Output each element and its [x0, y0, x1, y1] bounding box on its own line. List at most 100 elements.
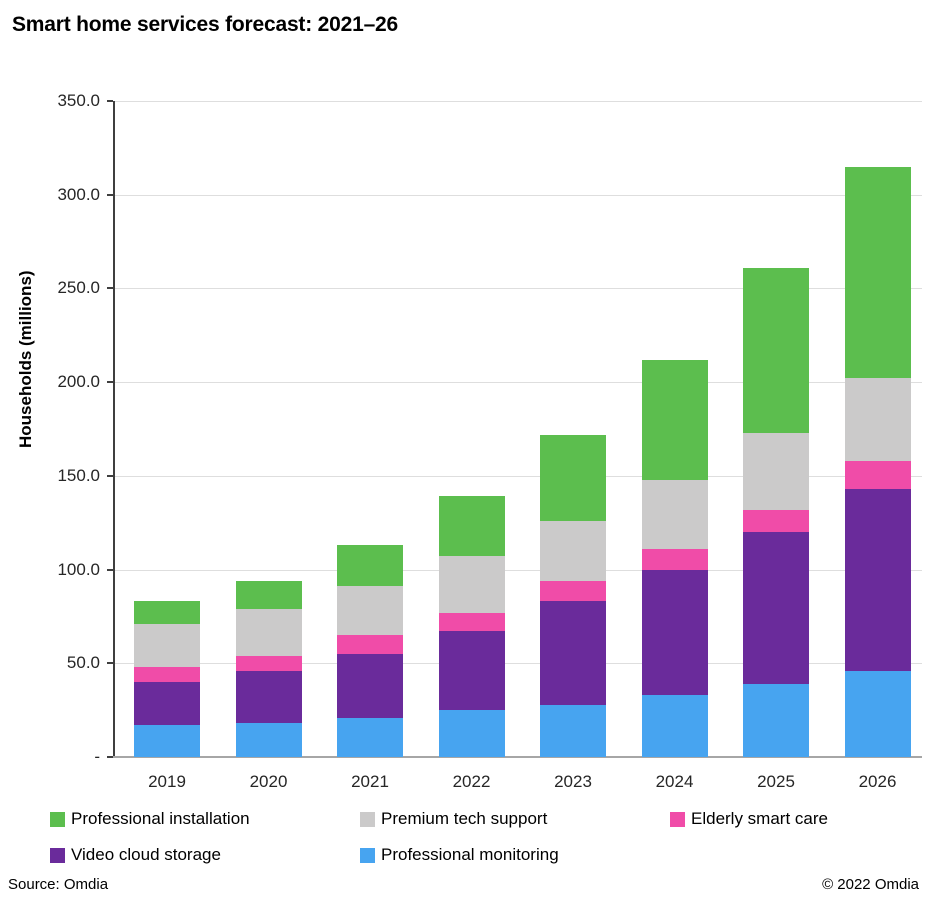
x-tick-label-2020: 2020 [249, 772, 288, 791]
x-tick-label-2021: 2021 [351, 772, 389, 791]
legend-swatch-icon [50, 847, 65, 863]
gridline-250 [115, 288, 922, 290]
bar-segment-2021-professional-installation [337, 545, 403, 587]
y-tick-label: 100.0 [57, 559, 100, 579]
x-axis-line [113, 756, 922, 758]
bar-segment-2024-premium-tech-support [641, 479, 708, 549]
bar-segment-2022-professional-monitoring [438, 710, 505, 757]
bar-segment-2024-video-cloud-storage [641, 569, 708, 696]
bar-2025 [743, 101, 809, 757]
y-tick-label: 150.0 [57, 465, 100, 485]
y-tick-mark [107, 756, 113, 758]
bar-segment-2019-video-cloud-storage [134, 682, 200, 726]
y-tick-label: 350.0 [57, 91, 100, 110]
legend-label: Video cloud storage [71, 845, 221, 864]
bar-2024 [641, 101, 708, 757]
bar-2026 [844, 101, 911, 757]
gridline-50 [115, 663, 922, 665]
bar-2022 [438, 101, 505, 757]
bar-segment-2022-professional-installation [438, 496, 505, 557]
bar-segment-2025-professional-monitoring [743, 683, 809, 757]
x-tick-label-2022: 2022 [452, 772, 491, 791]
bar-segment-2020-elderly-smart-care [235, 655, 302, 671]
bar-segment-2025-professional-installation [743, 267, 809, 433]
bar-segment-2025-video-cloud-storage [743, 532, 809, 684]
bar-segment-2025-premium-tech-support [743, 432, 809, 510]
y-tick-mark [107, 474, 113, 477]
bar-2019 [134, 101, 200, 757]
y-tick-mark [107, 568, 113, 571]
legend-swatch-icon [360, 847, 375, 863]
y-tick-label: 250.0 [57, 278, 100, 298]
bar-segment-2022-elderly-smart-care [438, 612, 505, 632]
x-tick-label-2026: 2026 [858, 772, 897, 791]
x-tick-label-2023: 2023 [554, 772, 592, 791]
bar-segment-2026-video-cloud-storage [844, 489, 911, 671]
bar-segment-2024-elderly-smart-care [641, 548, 708, 570]
bar-segment-2023-premium-tech-support [540, 520, 606, 581]
y-tick-label: 50.0 [66, 653, 100, 673]
bar-segment-2024-professional-installation [641, 359, 708, 480]
bar-segment-2025-elderly-smart-care [743, 509, 809, 533]
bar-segment-2023-professional-monitoring [540, 704, 606, 757]
bar-segment-2022-video-cloud-storage [438, 631, 505, 711]
bar-segment-2026-elderly-smart-care [844, 460, 911, 489]
source-note: Source: Omdia [8, 876, 109, 893]
bar-segment-2023-elderly-smart-care [540, 580, 606, 602]
bar-segment-2024-professional-monitoring [641, 695, 708, 757]
y-tick-label: 200.0 [57, 372, 100, 392]
legend-swatch-icon [670, 811, 685, 827]
bar-segment-2026-premium-tech-support [844, 378, 911, 461]
bar-segment-2023-professional-installation [540, 434, 606, 521]
y-tick-mark [107, 193, 113, 196]
gridline-150 [115, 475, 922, 477]
x-tick-label-2019: 2019 [148, 772, 186, 791]
legend-label: Premium tech support [381, 809, 548, 828]
gridline-350 [115, 101, 922, 102]
bar-segment-2026-professional-installation [844, 166, 911, 379]
y-tick-label: 300.0 [57, 184, 100, 204]
legend-swatch-icon [360, 811, 375, 827]
bar-segment-2019-professional-monitoring [134, 725, 200, 757]
legend-item-professional-installation: Professional installation [50, 809, 250, 828]
bar-segment-2020-video-cloud-storage [235, 670, 302, 724]
bar-segment-2021-premium-tech-support [337, 586, 403, 636]
bar-2021 [337, 101, 403, 757]
bar-segment-2022-premium-tech-support [438, 556, 505, 613]
y-tick-mark [107, 100, 113, 102]
bar-segment-2020-professional-monitoring [235, 723, 302, 757]
y-axis-line [113, 101, 115, 757]
gridline-100 [115, 569, 922, 571]
legend-item-video-cloud-storage: Video cloud storage [50, 845, 221, 864]
bar-segment-2021-elderly-smart-care [337, 635, 403, 654]
bar-segment-2019-elderly-smart-care [134, 667, 200, 683]
gridline-200 [115, 382, 922, 384]
x-tick-label-2025: 2025 [757, 772, 795, 791]
bar-segment-2020-professional-installation [235, 580, 302, 609]
y-tick-label: - [94, 747, 100, 766]
bar-2023 [540, 101, 606, 757]
copyright-note: © 2022 Omdia [822, 876, 919, 893]
legend-label: Professional monitoring [381, 845, 559, 864]
legend-label: Elderly smart care [691, 809, 828, 828]
bar-2020 [235, 101, 302, 757]
bar-segment-2021-video-cloud-storage [337, 653, 403, 718]
x-tick-label-2024: 2024 [655, 772, 694, 791]
legend-label: Professional installation [71, 809, 250, 828]
legend-item-premium-tech-support: Premium tech support [360, 809, 548, 828]
chart-title: Smart home services forecast: 2021–26 [12, 13, 399, 36]
y-tick-mark [107, 381, 113, 384]
bar-segment-2019-premium-tech-support [134, 623, 200, 668]
gridline-300 [115, 194, 922, 196]
bar-segment-2020-premium-tech-support [235, 608, 302, 656]
bar-segment-2019-professional-installation [134, 601, 200, 624]
bar-segment-2023-video-cloud-storage [540, 601, 606, 705]
legend-item-professional-monitoring: Professional monitoring [360, 845, 559, 864]
legend-item-elderly-smart-care: Elderly smart care [670, 809, 828, 828]
bar-segment-2026-professional-monitoring [844, 670, 911, 757]
bar-segment-2021-professional-monitoring [337, 717, 403, 757]
y-tick-mark [107, 287, 113, 290]
y-tick-mark [107, 662, 113, 665]
legend-swatch-icon [50, 811, 65, 827]
